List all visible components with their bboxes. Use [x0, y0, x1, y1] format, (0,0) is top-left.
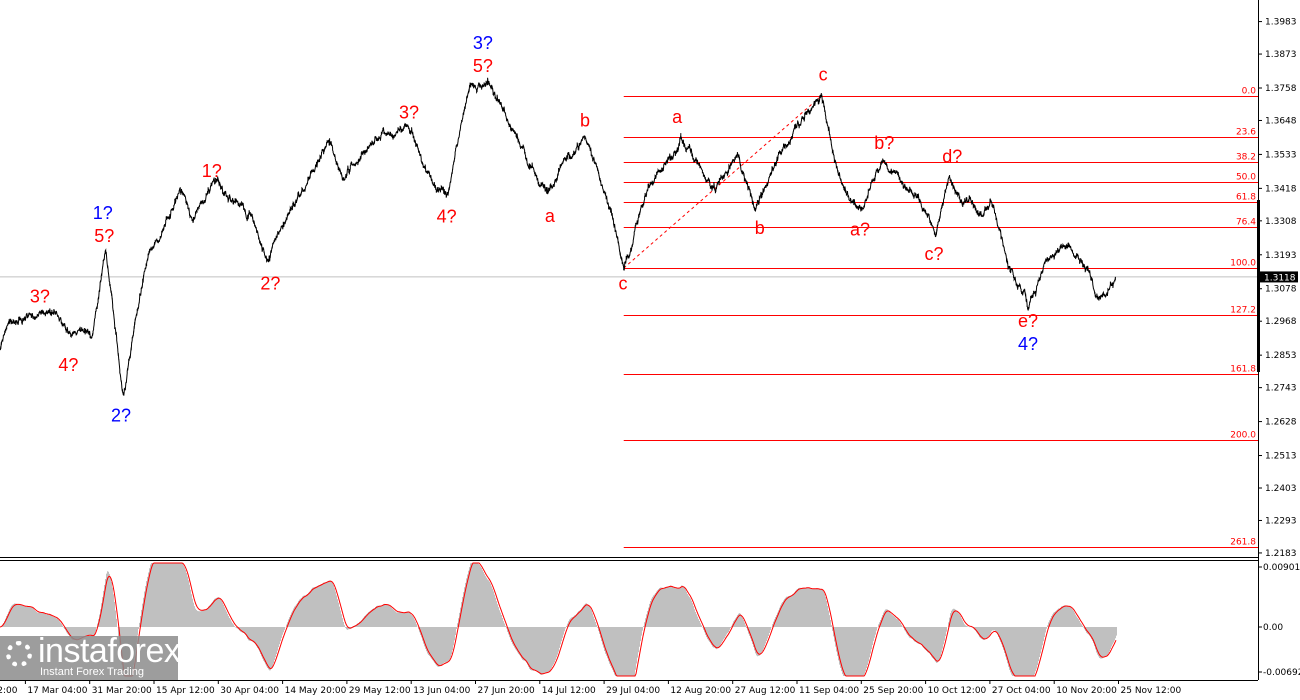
wave-label: c — [819, 65, 828, 85]
time-tick-label: 31 Mar 20:00 — [92, 686, 152, 696]
time-tick-label: 14 Jul 12:00 — [542, 686, 596, 696]
indicator-tick-label: 0.00901 — [1263, 563, 1300, 573]
wave-label: 4? — [1018, 334, 1038, 354]
time-tick-label: 29 Jul 04:00 — [606, 686, 660, 696]
wave-label: 3? — [473, 33, 493, 53]
indicator-histogram — [1, 563, 1117, 676]
fibonacci-trendline — [623, 95, 822, 269]
indicator-signal-line — [0, 562, 1117, 677]
wave-label: a — [672, 107, 683, 127]
price-tick-label: 1.2628 — [1265, 418, 1297, 428]
price-tick-label: 1.3983 — [1265, 18, 1297, 28]
wave-label: 1? — [93, 203, 113, 223]
wave-label: 2? — [260, 274, 280, 294]
price-line — [0, 77, 1116, 396]
price-tick-label: 1.2853 — [1265, 351, 1297, 361]
logo-tagline: Instant Forex Trading — [40, 666, 144, 678]
price-tick-label: 1.3873 — [1265, 50, 1297, 60]
time-tick-label: 25 Sep 20:00 — [863, 686, 923, 696]
time-tick-label: 17 Mar 04:00 — [27, 686, 87, 696]
wave-label: a — [545, 206, 556, 226]
price-tick-label: 1.2183 — [1265, 549, 1297, 559]
price-tick-label: 1.2403 — [1265, 484, 1297, 494]
indicator-axis: 0.00901 0.00 -0.00692 — [1258, 563, 1300, 678]
time-tick-label: 13 Jun 04:00 — [413, 686, 470, 696]
time-tick-label: 27 Oct 04:00 — [992, 686, 1051, 696]
wave-label: b? — [874, 133, 894, 153]
time-tick-label: 29 May 12:00 — [349, 686, 411, 696]
wave-label: c — [618, 274, 627, 294]
wave-label: 3? — [30, 287, 50, 307]
wave-label: b — [755, 218, 765, 238]
time-axis: 2 Mar 12:00 17 Mar 04:00 31 Mar 20:00 15 Ap… — [0, 680, 1181, 696]
indicator-tick-label: 0.00 — [1263, 623, 1283, 633]
time-tick-label: 15 Apr 12:00 — [156, 686, 215, 696]
wave-label: d? — [942, 147, 962, 167]
price-tick-label: 1.3193 — [1265, 251, 1297, 261]
fib-level-label: 200.0 — [1230, 431, 1256, 441]
price-tick-label: 1.3078 — [1265, 285, 1297, 295]
gear-logo-icon — [6, 641, 32, 667]
wave-label: 2? — [111, 406, 131, 426]
time-tick-label: 14 May 20:00 — [285, 686, 347, 696]
price-tick-label: 1.3308 — [1265, 217, 1297, 227]
fib-level-label: 161.8 — [1230, 365, 1256, 375]
current-price-badge: 1.3118 — [1260, 271, 1298, 283]
price-tick-label: 1.2743 — [1265, 384, 1297, 394]
price-axis: 1.3983 1.3873 1.3758 1.3648 1.3533 1.3418 1.33… — [1258, 18, 1297, 559]
price-tick-label: 1.2513 — [1265, 452, 1297, 462]
wave-label: b — [580, 111, 590, 131]
price-tick-label: 1.3533 — [1265, 150, 1297, 160]
fibonacci-levels: 0.0 23.6 38.2 50.0 61.8 76.4 100.0 127.2 161.8 20… — [623, 87, 1258, 548]
price-tick-label: 1.3758 — [1265, 84, 1297, 94]
wave-label: a? — [850, 220, 870, 240]
fib-level-label: 0.0 — [1242, 87, 1257, 97]
price-tick-label: 1.2968 — [1265, 317, 1297, 327]
price-tick-label: 1.3648 — [1265, 116, 1297, 126]
wave-label: 4? — [437, 207, 457, 227]
wave-label: 5? — [473, 56, 493, 76]
time-tick-label: 25 Nov 12:00 — [1121, 686, 1182, 696]
fib-level-label: 38.2 — [1236, 153, 1256, 163]
time-tick-label: 27 Jun 20:00 — [478, 686, 535, 696]
time-tick-label: 30 Apr 04:00 — [220, 686, 279, 696]
wave-label: 4? — [58, 355, 78, 375]
current-price-value: 1.3118 — [1264, 273, 1296, 283]
indicator-tick-label: -0.00692 — [1263, 668, 1300, 678]
price-tick-label: 1.3418 — [1265, 184, 1297, 194]
wave-label: c? — [924, 244, 943, 264]
fib-level-label: 61.8 — [1236, 193, 1256, 203]
fib-level-label: 100.0 — [1230, 259, 1256, 269]
time-tick-label: 2 Mar 12:00 — [0, 686, 18, 696]
instaforex-logo: instaforex Instant Forex Trading — [0, 636, 178, 680]
time-tick-label: 11 Sep 04:00 — [799, 686, 859, 696]
wave-label: 3? — [399, 103, 419, 123]
wave-label: 5? — [94, 226, 114, 246]
wave-label: 1? — [202, 161, 222, 181]
time-tick-label: 10 Oct 12:00 — [928, 686, 987, 696]
logo-name: instaforex — [38, 636, 178, 670]
fib-level-label: 23.6 — [1236, 128, 1256, 138]
fib-level-label: 127.2 — [1230, 306, 1256, 316]
fib-level-label: 50.0 — [1236, 173, 1256, 183]
time-tick-label: 12 Aug 20:00 — [670, 686, 731, 696]
time-tick-label: 10 Nov 20:00 — [1056, 686, 1117, 696]
fib-level-label: 261.8 — [1230, 538, 1256, 548]
fib-level-label: 76.4 — [1236, 218, 1256, 228]
price-tick-label: 1.2293 — [1265, 516, 1297, 526]
wave-labels: 3? 4? 1? 5? 2? 1? 2? 3? 4? 3? 5? a b c a b c a? b? c? d? e? 4? — [30, 33, 1038, 426]
time-tick-label: 27 Aug 12:00 — [735, 686, 796, 696]
wave-label: e? — [1018, 311, 1038, 331]
